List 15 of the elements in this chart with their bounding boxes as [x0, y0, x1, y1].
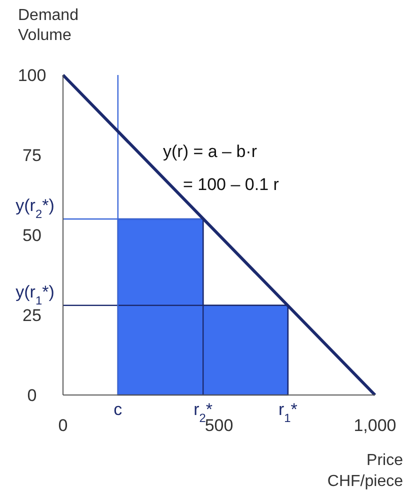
x-axis-title: Price CHF/piece	[327, 452, 404, 490]
y-tick-label: 75	[22, 146, 42, 165]
x-tick-label: 0	[58, 416, 68, 435]
annotation: = 100 – 0.1 r	[183, 175, 280, 194]
ref-line-label: y(r$_{2}$*)	[16, 196, 54, 221]
y-tick-label: 25	[22, 306, 42, 325]
ref-line-label: c	[114, 400, 123, 419]
y-tick-label: 50	[22, 226, 42, 245]
annotation: y(r) = a – b·r	[163, 142, 258, 161]
y-tick-label: 0	[27, 386, 37, 405]
ref-line-label: r$_{1}$*	[278, 400, 298, 425]
y-axis-title: Demand Volume	[18, 7, 78, 44]
ref-line-label: y(r$_{1}$*)	[16, 282, 54, 308]
x-tick-label: 1,000	[354, 416, 396, 435]
y-tick-label: 100	[18, 66, 46, 85]
